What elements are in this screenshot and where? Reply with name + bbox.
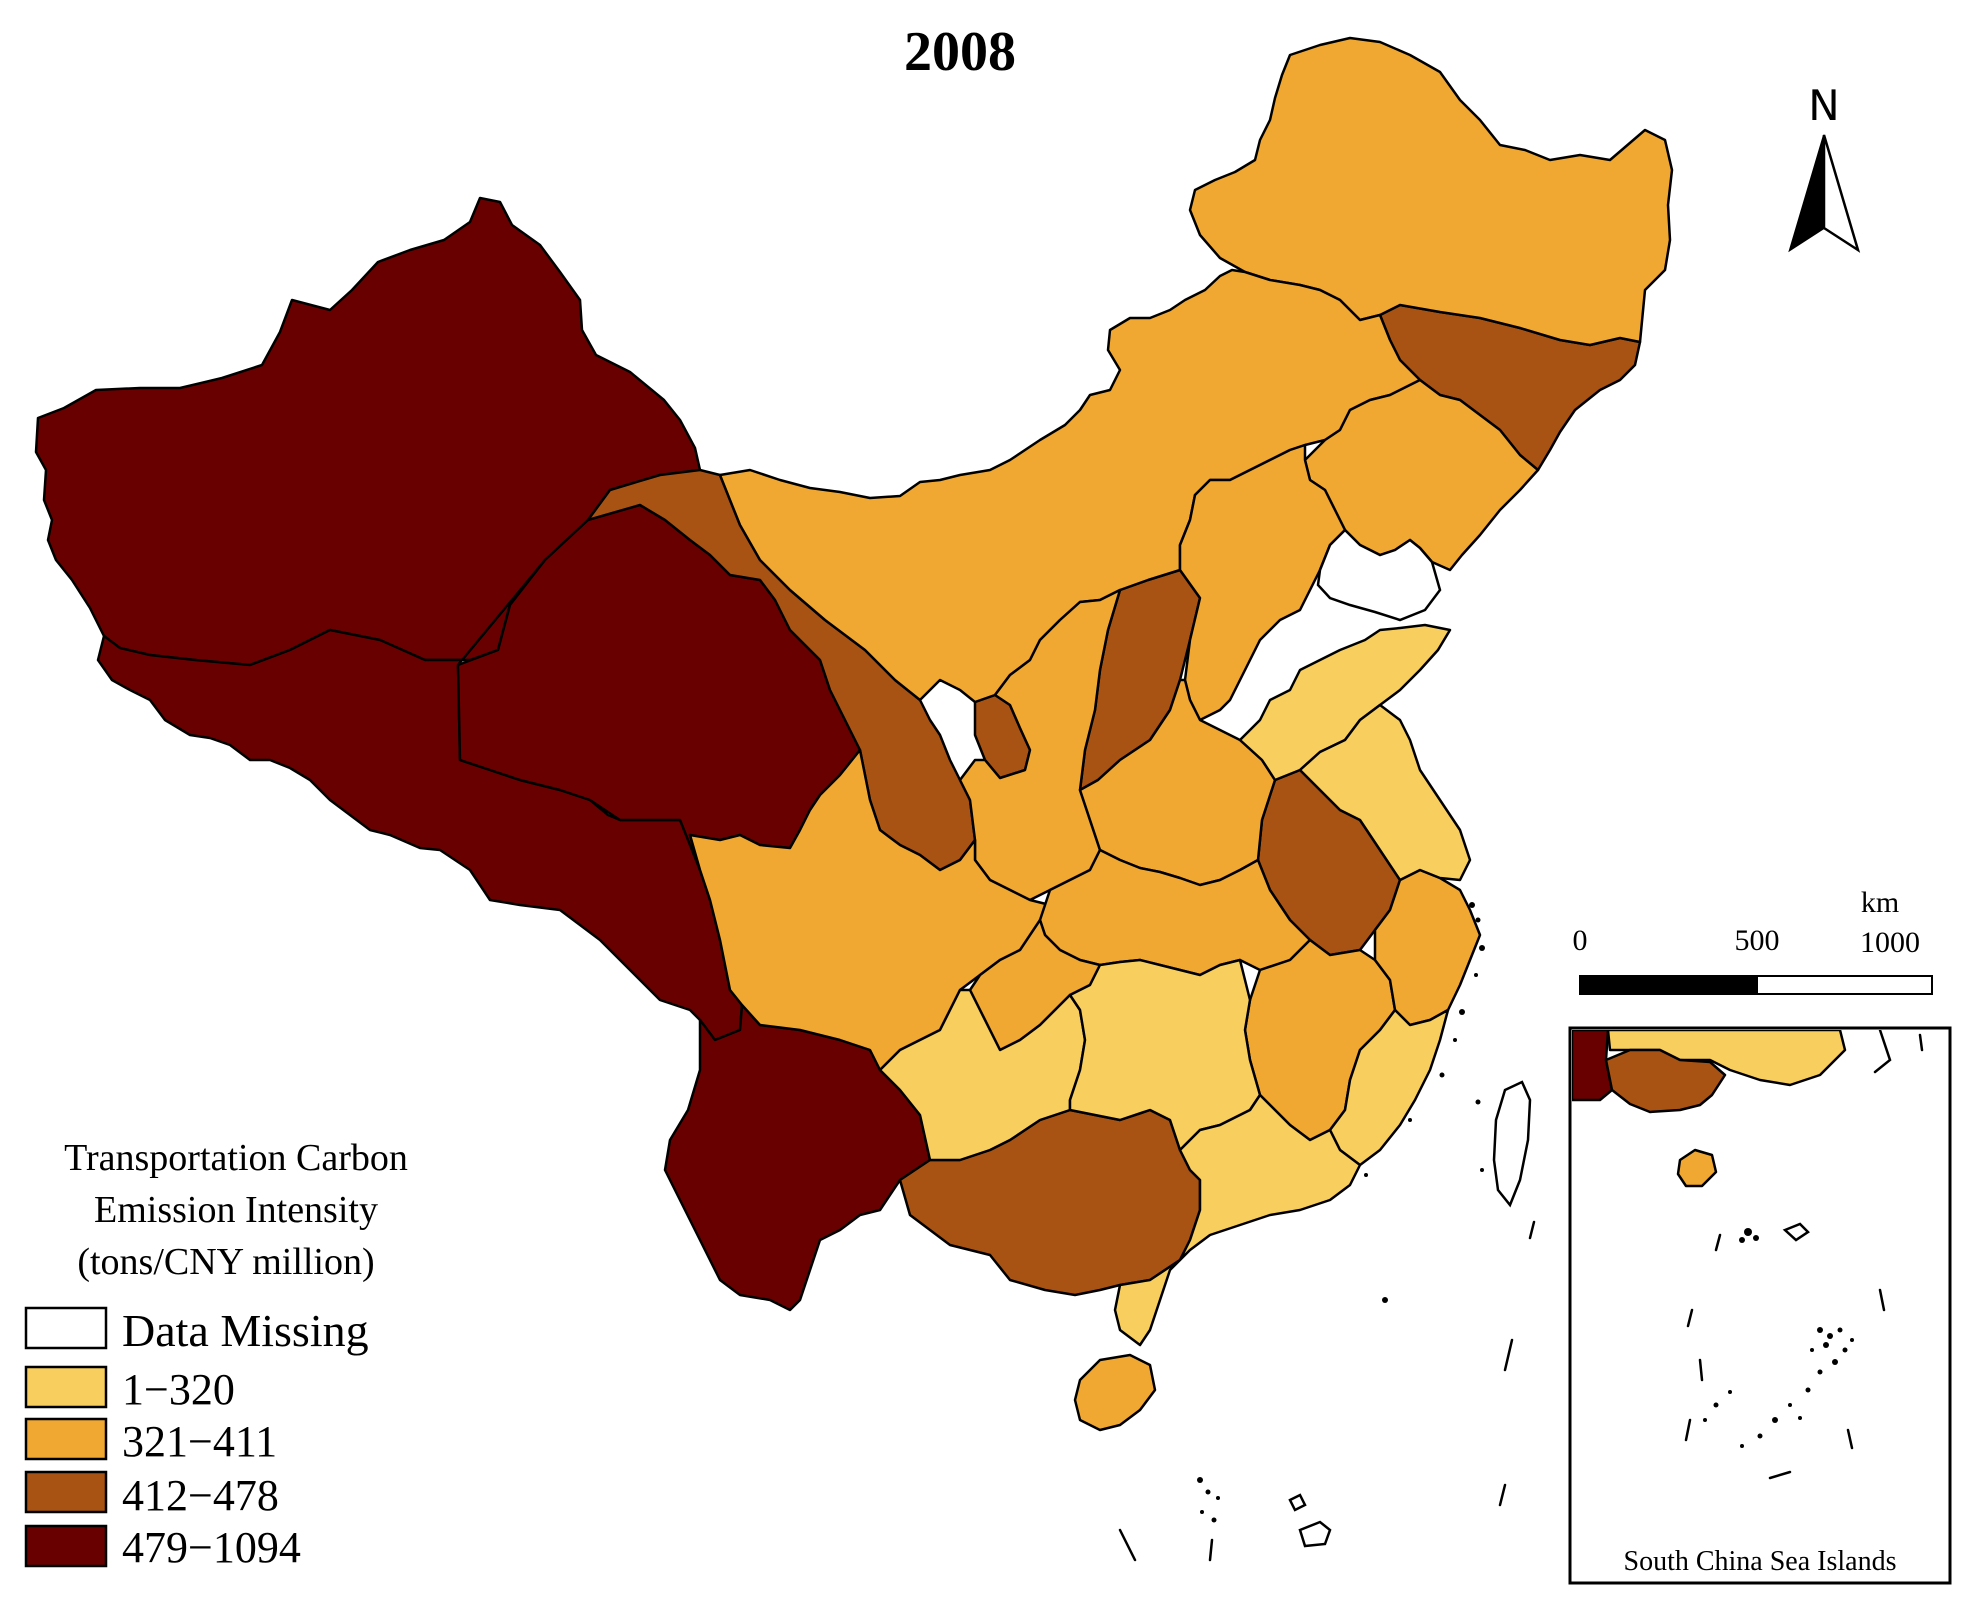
- legend-swatch-class-4: [24, 1524, 108, 1568]
- legend-title-line-2: Emission Intensity: [94, 1189, 378, 1231]
- legend-label-class-1: 1−320: [122, 1365, 235, 1414]
- inset-nine-dash-line: [1684, 1233, 1886, 1480]
- nine-dash-line: [1118, 1220, 1536, 1562]
- scale-label-1000: 1000: [1860, 926, 1920, 959]
- inset-island: [1782, 1222, 1810, 1242]
- coastal-islets: [1197, 902, 1485, 1523]
- island-outline: [1298, 1520, 1332, 1548]
- legend-label-data-missing: Data Missing: [122, 1305, 369, 1356]
- island-outline: [1288, 1493, 1307, 1512]
- scale-bar: km 0 500 1000: [1573, 886, 1933, 995]
- province-guangdong[interactable]: [1113, 1093, 1362, 1347]
- legend: Transportation Carbon Emission Intensity…: [24, 1137, 408, 1572]
- bohai-sea: [1316, 528, 1442, 622]
- legend-label-class-2: 321−411: [122, 1417, 277, 1466]
- north-arrow: N: [1788, 81, 1861, 253]
- legend-label-class-4: 479−1094: [122, 1523, 301, 1572]
- legend-title-line-1: Transportation Carbon: [64, 1137, 408, 1179]
- taiwan-outline: [1492, 1080, 1532, 1208]
- province-jiangsu[interactable]: [1298, 703, 1472, 882]
- legend-swatch-class-3: [24, 1470, 108, 1514]
- north-arrow-icon: [1788, 134, 1825, 253]
- legend-label-class-3: 412−478: [122, 1471, 279, 1520]
- province-hainan[interactable]: [1073, 1353, 1157, 1432]
- map-title: 2008: [904, 21, 1016, 83]
- scale-label-0: 0: [1573, 924, 1588, 957]
- legend-swatch-class-2: [24, 1417, 108, 1461]
- legend-swatch-data-missing: [24, 1306, 108, 1350]
- inset-hainan: [1676, 1148, 1718, 1188]
- inset-label: South China Sea Islands: [1624, 1546, 1897, 1577]
- province-heilongjiang[interactable]: [1188, 36, 1674, 347]
- inset-map: South China Sea Islands: [1568, 1026, 1952, 1585]
- legend-swatch-class-1: [24, 1365, 108, 1409]
- province-xinjiang[interactable]: [34, 196, 702, 667]
- inset-guangxi: [1604, 1048, 1727, 1114]
- scale-label-500: 500: [1735, 924, 1780, 957]
- inset-islets: [1703, 1228, 1854, 1448]
- scale-unit: km: [1861, 886, 1899, 919]
- legend-title-line-3: (tons/CNY million): [77, 1241, 374, 1283]
- north-label: N: [1808, 81, 1839, 130]
